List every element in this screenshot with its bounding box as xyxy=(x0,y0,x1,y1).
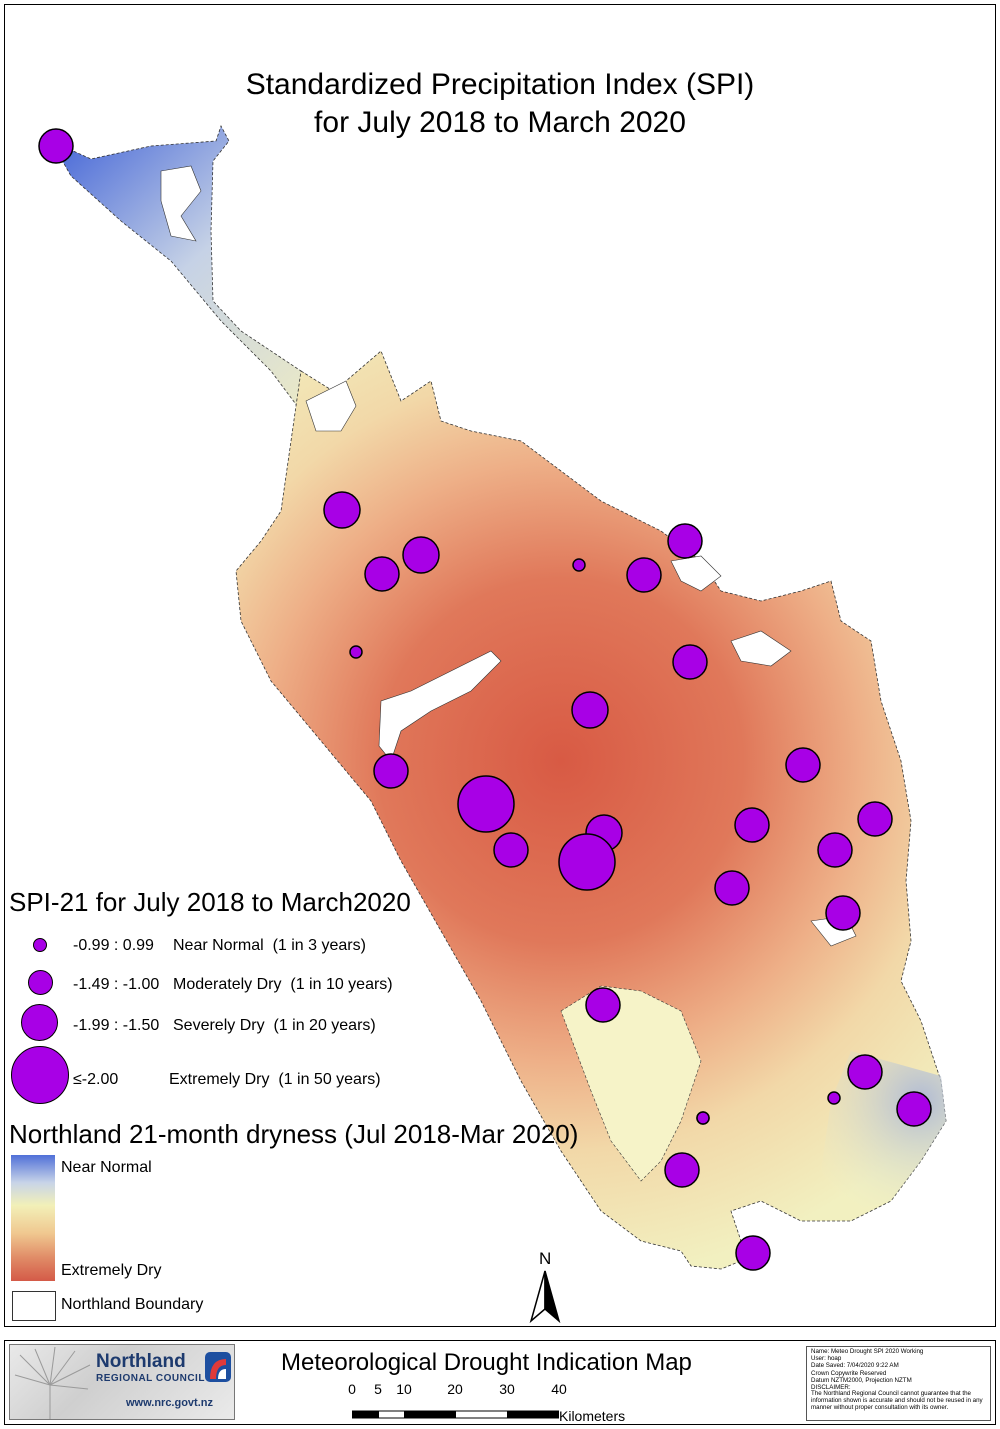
map-title-line2: for July 2018 to March 2020 xyxy=(314,106,686,139)
station-marker-medium xyxy=(364,556,400,592)
scale-bar-graphic xyxy=(352,1410,559,1419)
legend-range: ≤-2.00 xyxy=(73,1071,119,1088)
station-marker-medium xyxy=(585,987,621,1023)
station-marker-medium xyxy=(714,870,750,906)
station-marker-medium xyxy=(493,832,529,868)
map-title-line1: Standardized Precipitation Index (SPI) xyxy=(245,68,755,101)
logo-panel: Northland REGIONAL COUNCIL www.nrc.govt.… xyxy=(9,1344,235,1420)
scale-tick: 5 xyxy=(374,1381,382,1397)
station-marker-medium xyxy=(825,895,861,931)
legend-class-label: Moderately Dry (1 in 10 years) xyxy=(173,976,393,993)
legend-class-label: Extremely Dry (1 in 50 years) xyxy=(169,1071,381,1088)
legend-range: -0.99 : 0.99 xyxy=(73,937,154,954)
scale-tick: 30 xyxy=(499,1381,515,1397)
station-marker-large xyxy=(571,691,609,729)
north-label: N xyxy=(539,1249,552,1268)
nrc-logo-icon xyxy=(205,1352,231,1382)
map-frame: Standardized Precipitation Index (SPI) f… xyxy=(4,4,996,1327)
station-marker-medium xyxy=(672,644,708,680)
station-marker-xlarge xyxy=(457,775,515,833)
meta-date: Date Saved: 7/04/2020 9:22 AM xyxy=(811,1361,899,1369)
org-name: Northland xyxy=(96,1351,186,1372)
whangaroa-harbour xyxy=(670,555,722,592)
east-coast-normal-zone xyxy=(821,1051,946,1211)
meta-user: User: hoap xyxy=(811,1354,842,1362)
meta-copyright: Crown Copywrite Reserved xyxy=(811,1369,887,1377)
northland-map xyxy=(38,124,947,1271)
meta-datum: Datum NZTM2000, Projection NZTM xyxy=(811,1376,912,1384)
station-marker-large xyxy=(323,491,361,529)
spi-legend-heading: SPI-21 for July 2018 to March2020 xyxy=(9,887,411,917)
station-marker-small xyxy=(827,1091,841,1105)
legend-class-label: Severely Dry (1 in 20 years) xyxy=(173,1017,376,1034)
meta-disclaimer: The Northland Regional Council cannot gu… xyxy=(811,1390,983,1412)
meta-name: Name: Meteo Drought SPI 2020 Working xyxy=(811,1348,924,1355)
station-marker-small xyxy=(349,645,363,659)
station-marker-medium xyxy=(817,832,853,868)
station-marker-medium xyxy=(785,747,821,783)
cabbage-tree-icon xyxy=(14,1346,91,1419)
scale-tick: 0 xyxy=(348,1381,356,1397)
legend-symbol-xlarge xyxy=(11,1046,69,1104)
footer-map-title: Meteorological Drought Indication Map xyxy=(281,1349,692,1376)
legend-symbol-medium xyxy=(28,970,53,995)
org-url-link[interactable]: www.nrc.govt.nz xyxy=(126,1397,213,1409)
map-footer: Northland REGIONAL COUNCIL www.nrc.govt.… xyxy=(4,1340,996,1425)
meta-disclaimer-title: DISCLAIMER: xyxy=(811,1383,851,1391)
station-marker-small xyxy=(696,1111,710,1125)
scale-tick: 10 xyxy=(396,1381,412,1397)
parengarenga-harbour xyxy=(160,165,202,242)
station-marker-xlarge xyxy=(558,833,616,891)
station-marker-medium xyxy=(38,128,74,164)
legend-class-label: Near Normal (1 in 3 years) xyxy=(173,937,366,954)
station-marker-large xyxy=(402,536,440,574)
station-marker-small xyxy=(572,558,586,572)
scale-tick: 40 xyxy=(551,1381,567,1397)
ramp-label-near-normal: Near Normal xyxy=(61,1159,152,1176)
stations-layer xyxy=(38,128,932,1271)
station-marker-medium xyxy=(667,523,703,559)
station-marker-medium xyxy=(626,557,662,593)
station-marker-medium xyxy=(734,807,770,843)
station-marker-medium xyxy=(847,1054,883,1090)
legend-symbol-small xyxy=(33,938,47,952)
scale-unit: Kilometers xyxy=(559,1408,626,1424)
dryness-color-ramp xyxy=(11,1155,55,1281)
kaipara-harbour xyxy=(560,985,702,1182)
legend-range: -1.99 : -1.50 xyxy=(73,1017,160,1034)
north-arrow: N xyxy=(527,1249,567,1325)
station-marker-medium xyxy=(735,1235,771,1271)
station-marker-medium xyxy=(664,1152,700,1188)
station-marker-medium xyxy=(896,1091,932,1127)
boundary-label: Northland Boundary xyxy=(61,1296,204,1313)
boundary-swatch xyxy=(12,1291,56,1321)
station-marker-medium xyxy=(373,753,409,789)
north-arrow-icon xyxy=(529,1270,561,1323)
ramp-label-extremely-dry: Extremely Dry xyxy=(61,1262,162,1279)
map-metadata-panel: Name: Meteo Drought SPI 2020 Working Use… xyxy=(806,1346,991,1421)
scale-bar: 0 5 10 20 30 40 Kilometers xyxy=(345,1381,645,1424)
dryness-legend-heading: Northland 21-month dryness (Jul 2018-Mar… xyxy=(9,1119,579,1149)
houhora-harbour xyxy=(305,380,357,432)
scale-tick: 20 xyxy=(447,1381,463,1397)
legend-symbol-large xyxy=(21,1004,58,1041)
legend-range: -1.49 : -1.00 xyxy=(73,976,160,993)
station-marker-medium xyxy=(857,801,893,837)
org-subtitle: REGIONAL COUNCIL xyxy=(96,1373,205,1384)
bay-of-islands xyxy=(730,630,792,667)
